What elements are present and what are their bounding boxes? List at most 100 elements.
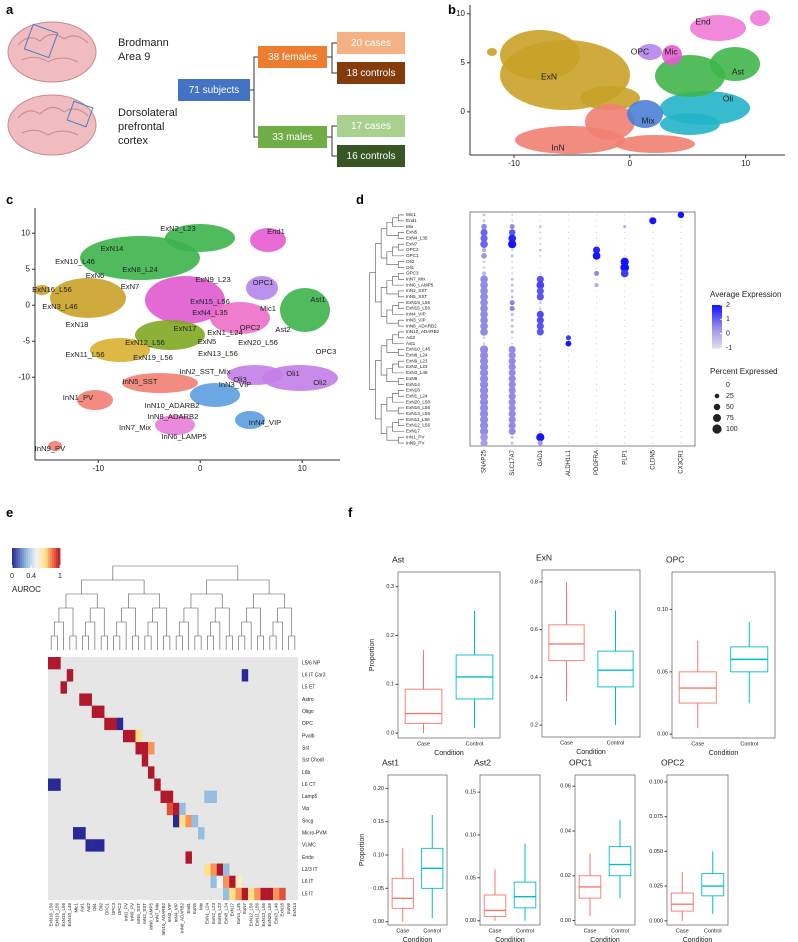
dot: [480, 439, 488, 447]
cluster-label: ExN16_L56: [32, 285, 72, 294]
dot: [479, 392, 489, 401]
dot: [567, 237, 570, 239]
gene-label: CX3CR1: [679, 449, 685, 473]
row-label: InN6_LAMP5: [406, 282, 434, 287]
dot: [567, 442, 570, 444]
dot: [479, 427, 489, 436]
dot: [508, 363, 516, 371]
column-label: InN6_LAMP5: [148, 903, 153, 930]
dot: [680, 313, 682, 316]
dot: [482, 336, 486, 340]
dot: [624, 249, 626, 251]
dot: [508, 427, 516, 435]
column-dendrogram: [207, 635, 214, 650]
dot: [539, 348, 542, 351]
dot: [567, 290, 570, 292]
row-label: InN9_PV: [406, 440, 425, 445]
heatmap-cell: [185, 851, 192, 864]
heatmap-cell: [204, 790, 211, 803]
dot: [624, 307, 626, 310]
heatmap-cell: [223, 887, 230, 901]
dot: [595, 290, 598, 292]
box: [701, 873, 725, 897]
dot: [539, 430, 542, 433]
dot: [652, 319, 654, 321]
cluster-cloud: [90, 338, 150, 362]
dot: [595, 337, 598, 339]
dot: [595, 302, 598, 304]
dot: [624, 243, 626, 245]
dot: [680, 331, 682, 333]
dot: [536, 281, 545, 289]
dot: [620, 263, 630, 272]
plot-title: OPC2: [661, 757, 684, 767]
dot: [482, 260, 486, 264]
dot: [480, 298, 488, 307]
plot-title: OPC1: [569, 757, 592, 767]
dot: [624, 255, 626, 257]
dot: [539, 337, 541, 339]
row-dendrogram: [380, 287, 387, 317]
row-label: InN8_ADARB2: [406, 323, 437, 328]
dot: [652, 337, 654, 339]
column-dendrogram: [190, 593, 223, 608]
dot: [680, 395, 682, 397]
row-dendrogram: [397, 419, 404, 426]
row-label: ExN19_L56: [406, 300, 430, 305]
dot: [624, 231, 626, 234]
plot-frame: [541, 569, 641, 738]
cluster-cloud: [690, 15, 746, 41]
dot: [652, 383, 654, 386]
row-label: Astro: [302, 697, 314, 703]
column-dendrogram: [206, 579, 270, 594]
plot-title: OPC: [666, 554, 684, 564]
dot: [652, 325, 654, 327]
dot: [480, 328, 488, 336]
row-dendrogram: [397, 261, 404, 268]
dot: [539, 220, 541, 222]
row-label: ExN8_L24: [406, 353, 428, 358]
x-tick-label: -10: [92, 464, 104, 473]
dot: [479, 374, 489, 383]
x-tick-label: 10: [741, 159, 750, 168]
row-label: InN7_Mix: [406, 276, 426, 281]
column-label: ExN15_L56: [61, 903, 66, 927]
row-dendrogram: [380, 345, 387, 376]
colorbar-step: [712, 317, 722, 321]
plot-title: Ast: [392, 554, 405, 564]
dot: [680, 255, 682, 257]
colorbar-step: [32, 548, 35, 568]
heatmap-cell: [141, 742, 149, 755]
y-tick-label: 0.10: [465, 832, 476, 838]
dot: [652, 255, 654, 257]
dot: [479, 398, 489, 407]
cluster-cloud: [580, 86, 640, 110]
colorbar-step: [16, 548, 19, 568]
y-tick-label: 0.075: [649, 814, 663, 820]
heatmap-cell: [85, 693, 92, 706]
column-dendrogram: [175, 635, 183, 650]
row-label: End1: [406, 218, 417, 223]
cluster-label: Ast: [732, 66, 745, 76]
dot: [567, 430, 570, 433]
cluster-label: ExN4_L35: [192, 308, 227, 317]
column-dendrogram: [81, 579, 145, 594]
dot: [652, 342, 654, 345]
y-tick-label: 5: [461, 58, 466, 67]
dot: [652, 331, 654, 333]
row-label: ExN11_L56: [406, 417, 430, 422]
legend-title: Average Expression: [710, 290, 781, 299]
dot: [680, 407, 682, 409]
heatmap-cell: [135, 742, 142, 755]
dot: [567, 313, 570, 316]
cluster-label: ExN: [541, 71, 557, 81]
row-label: Oli1: [406, 265, 415, 270]
dot: [680, 284, 682, 286]
colorbar-step: [712, 339, 722, 343]
dot: [595, 383, 598, 386]
row-label: ExN20_L56: [406, 399, 430, 404]
cluster-label: ExN3_L46: [42, 302, 77, 311]
row-dendrogram: [397, 302, 404, 309]
row-label: ExN18: [406, 388, 420, 393]
